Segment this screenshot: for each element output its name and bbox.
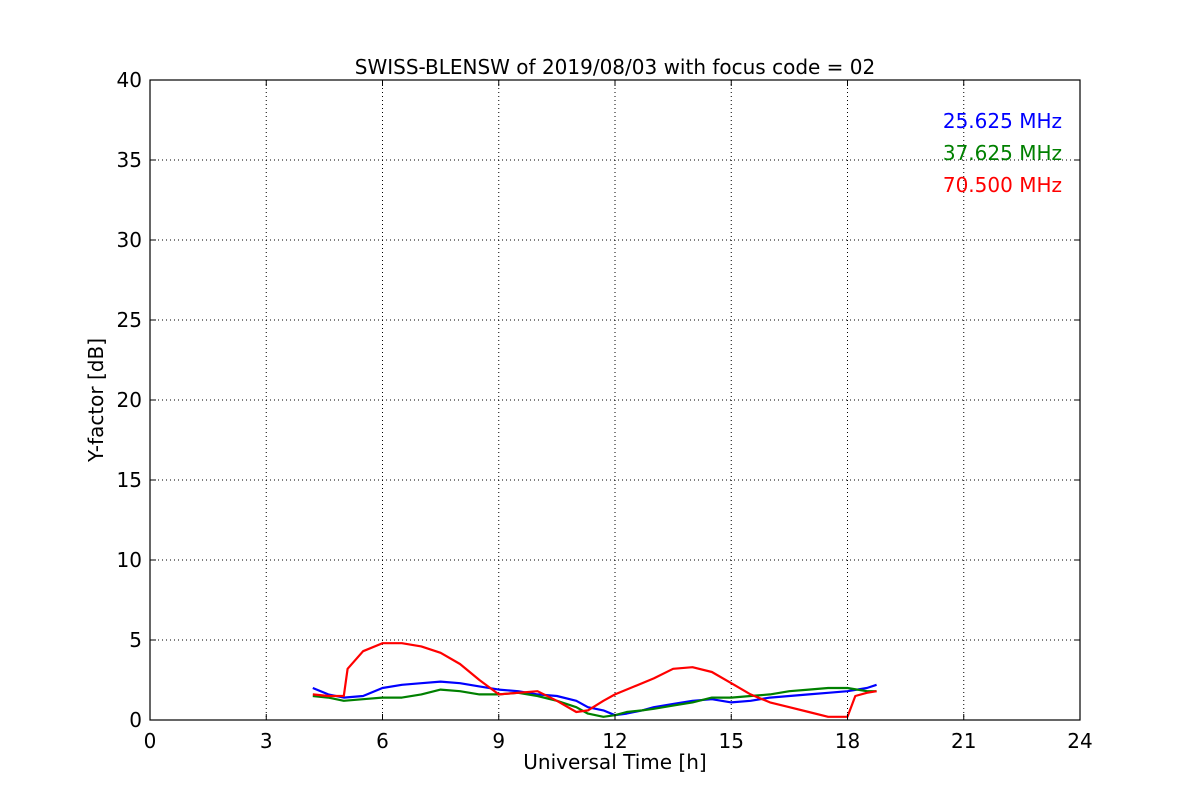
x-tick-label: 3: [260, 729, 273, 753]
chart-title: SWISS-BLENSW of 2019/08/03 with focus co…: [355, 55, 876, 79]
legend-entry-37-625-mhz: 37.625 MHz: [943, 141, 1062, 165]
x-axis-label: Universal Time [h]: [523, 750, 706, 774]
y-tick-label: 20: [117, 388, 142, 412]
ticks: 0 3 6 9 12 15 18 21 24 0 5 10 15 20 25 30 35 40: [117, 68, 1093, 753]
x-tick-label: 24: [1067, 729, 1092, 753]
series-line-70-500-mhz: [312, 642, 877, 718]
legend-entry-70-500-mhz: 70.500 MHz: [943, 173, 1062, 197]
y-tick-label: 25: [117, 308, 142, 332]
x-tick-label: 12: [602, 729, 627, 753]
y-tick-label: 35: [117, 148, 142, 172]
series-line-37-625-mhz: [312, 686, 877, 718]
legend: 25.625 MHz 37.625 MHz 70.500 MHz: [943, 109, 1062, 197]
y-tick-label: 5: [129, 628, 142, 652]
y-tick-label: 15: [117, 468, 142, 492]
legend-entry-25-625-mhz: 25.625 MHz: [943, 109, 1062, 133]
x-tick-label: 21: [951, 729, 976, 753]
y-tick-label: 10: [117, 548, 142, 572]
y-tick-label: 30: [117, 228, 142, 252]
y-axis-label: Y-factor [dB]: [84, 338, 108, 463]
series-layer: [312, 642, 877, 718]
x-tick-label: 18: [835, 729, 860, 753]
x-tick-label: 15: [719, 729, 744, 753]
y-tick-label: 40: [117, 68, 142, 92]
series-line-25-625-mhz: [312, 680, 877, 717]
grid: [150, 80, 1080, 720]
x-tick-label: 6: [376, 729, 389, 753]
x-tick-label: 9: [492, 729, 505, 753]
y-tick-label: 0: [129, 708, 142, 732]
x-tick-label: 0: [144, 729, 157, 753]
